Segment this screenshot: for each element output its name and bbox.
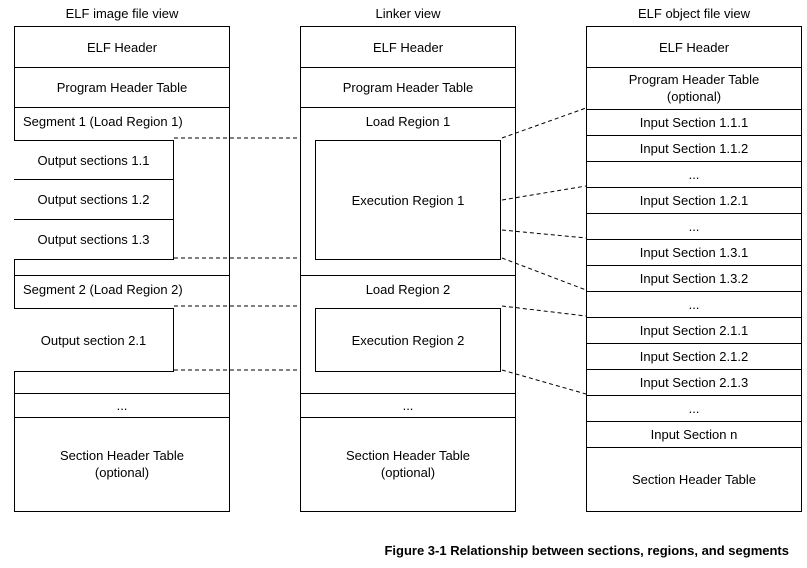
object-in211: Input Section 2.1.1	[587, 317, 801, 343]
linker-ellipsis: ...	[301, 393, 515, 417]
image-out21: Output section 2.1	[14, 308, 174, 372]
figure-caption: Figure 3-1 Relationship between sections…	[384, 543, 789, 558]
linker-lr2: Load Region 2 Execution Region 2	[301, 275, 515, 393]
linker-lr1-label: Load Region 1	[366, 114, 451, 129]
image-seg2: Segment 2 (Load Region 2) Output section…	[15, 275, 229, 393]
col-title-object: ELF object file view	[586, 6, 802, 21]
image-elf-header: ELF Header	[15, 27, 229, 67]
col-linker: ELF Header Program Header Table Load Reg…	[300, 26, 516, 512]
linker-elf-header: ELF Header	[301, 27, 515, 67]
linker-lr2-label: Load Region 2	[366, 282, 451, 297]
object-e4: ...	[587, 395, 801, 421]
linker-exec2: Execution Region 2	[315, 308, 501, 372]
col-object: ELF Header Program Header Table (optiona…	[586, 26, 802, 512]
object-elf-header: ELF Header	[587, 27, 801, 67]
col-title-linker: Linker view	[300, 6, 516, 21]
object-in111: Input Section 1.1.1	[587, 109, 801, 135]
image-seg1: Segment 1 (Load Region 1) Output section…	[15, 107, 229, 275]
image-pht: Program Header Table	[15, 67, 229, 107]
image-seg1-label: Segment 1 (Load Region 1)	[23, 114, 183, 129]
object-e3: ...	[587, 291, 801, 317]
image-sht: Section Header Table (optional)	[15, 417, 229, 511]
image-ellipsis: ...	[15, 393, 229, 417]
object-in213: Input Section 2.1.3	[587, 369, 801, 395]
linker-pht: Program Header Table	[301, 67, 515, 107]
linker-lr1: Load Region 1 Execution Region 1	[301, 107, 515, 275]
col-image: ELF Header Program Header Table Segment …	[14, 26, 230, 512]
object-in131: Input Section 1.3.1	[587, 239, 801, 265]
image-seg2-label: Segment 2 (Load Region 2)	[23, 282, 183, 297]
object-e2: ...	[587, 213, 801, 239]
object-in121: Input Section 1.2.1	[587, 187, 801, 213]
object-e1: ...	[587, 161, 801, 187]
object-in212: Input Section 2.1.2	[587, 343, 801, 369]
object-sht: Section Header Table	[587, 447, 801, 511]
image-out11: Output sections 1.1	[14, 140, 174, 180]
col-title-image: ELF image file view	[14, 6, 230, 21]
linker-sht: Section Header Table (optional)	[301, 417, 515, 511]
image-out13: Output sections 1.3	[14, 220, 174, 260]
object-in112: Input Section 1.1.2	[587, 135, 801, 161]
object-in132: Input Section 1.3.2	[587, 265, 801, 291]
linker-exec1: Execution Region 1	[315, 140, 501, 260]
object-inn: Input Section n	[587, 421, 801, 447]
object-pht: Program Header Table (optional)	[587, 67, 801, 109]
image-out12: Output sections 1.2	[14, 180, 174, 220]
